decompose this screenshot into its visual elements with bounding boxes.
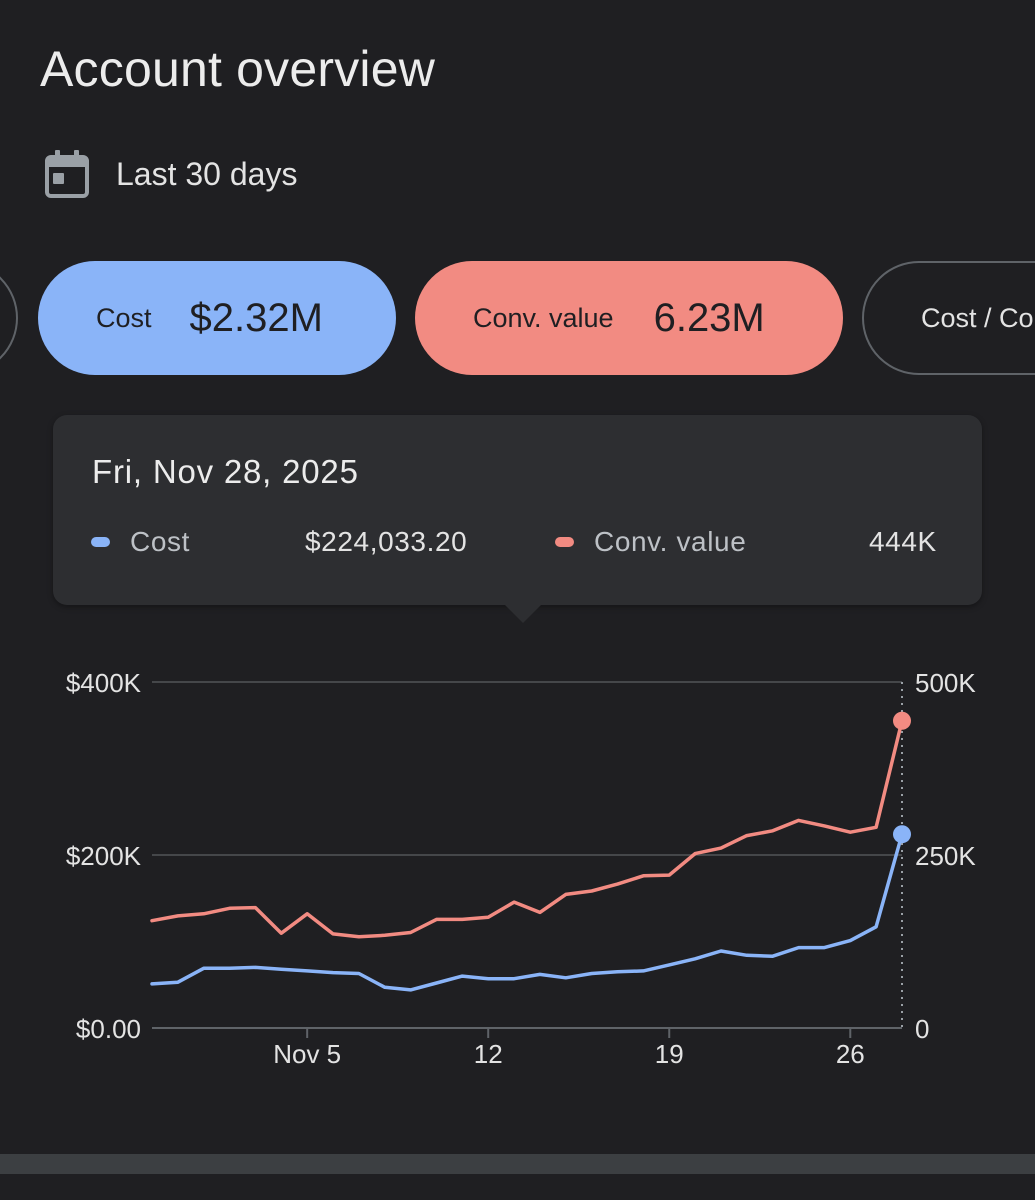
bottom-scrollbar[interactable] xyxy=(0,1154,1035,1174)
metric-chip-conv-value[interactable]: Conv. value 6.23M xyxy=(415,261,843,375)
tooltip-series-value: $224,033.20 xyxy=(305,526,468,557)
y-left-tick-label: $400K xyxy=(66,668,142,698)
tooltip-series-cost: Cost xyxy=(91,525,190,559)
metric-chip-label: Conv. value xyxy=(473,302,614,333)
metric-chip-cost-per-conv[interactable]: Cost / Co xyxy=(862,261,1035,375)
metric-chip-cost[interactable]: Cost $2.32M xyxy=(38,261,396,375)
x-tick-label: Nov 5 xyxy=(273,1039,341,1069)
metric-chip-value: 6.23M xyxy=(653,295,765,340)
highlight-point-cost xyxy=(893,825,911,844)
x-tick-label: 12 xyxy=(474,1039,503,1069)
tooltip-date: Fri, Nov 28, 2025 xyxy=(92,453,359,490)
calendar-icon xyxy=(45,150,89,198)
y-left-tick-label: $0.00 xyxy=(76,1014,141,1044)
metric-chip-label: Cost / Co xyxy=(921,302,1034,333)
tooltip-arrow xyxy=(505,605,541,623)
series-line-conv-value xyxy=(150,719,904,939)
x-tick-label: 19 xyxy=(655,1039,684,1069)
tooltip-series-conv-value: Conv. value xyxy=(555,525,746,559)
metric-chips-row: Cost $2.32M Conv. value 6.23M Cost / Co xyxy=(0,261,1035,377)
y-right-tick-label: 500K xyxy=(915,668,976,698)
legend-dot-conv-value xyxy=(555,537,574,547)
series-line-cost xyxy=(150,832,904,992)
tooltip-series-name: Cost xyxy=(130,526,190,557)
y-right-tick-label: 0 xyxy=(915,1014,929,1044)
chart-tooltip: Fri, Nov 28, 2025 Cost $224,033.20 Conv.… xyxy=(53,415,982,623)
tooltip-series-value: 444K xyxy=(869,526,937,557)
x-tick-label: 26 xyxy=(836,1039,865,1069)
metric-chip-previous[interactable] xyxy=(0,261,18,375)
y-left-tick-label: $200K xyxy=(66,841,142,871)
highlight-point-conv-value xyxy=(893,711,911,730)
tooltip-series-name: Conv. value xyxy=(594,526,747,557)
legend-dot-cost xyxy=(91,537,110,547)
metric-chip-label: Cost xyxy=(96,302,152,333)
date-range-label: Last 30 days xyxy=(116,155,298,192)
line-chart[interactable]: $0.00 $200K $400K 0 250K 500K Nov 5 12 19 26 xyxy=(0,640,1035,1100)
y-right-tick-label: 250K xyxy=(915,841,976,871)
date-range-selector[interactable]: Last 30 days xyxy=(44,148,297,200)
page-title: Account overview xyxy=(40,41,436,97)
metric-chip-value: $2.32M xyxy=(189,295,323,340)
